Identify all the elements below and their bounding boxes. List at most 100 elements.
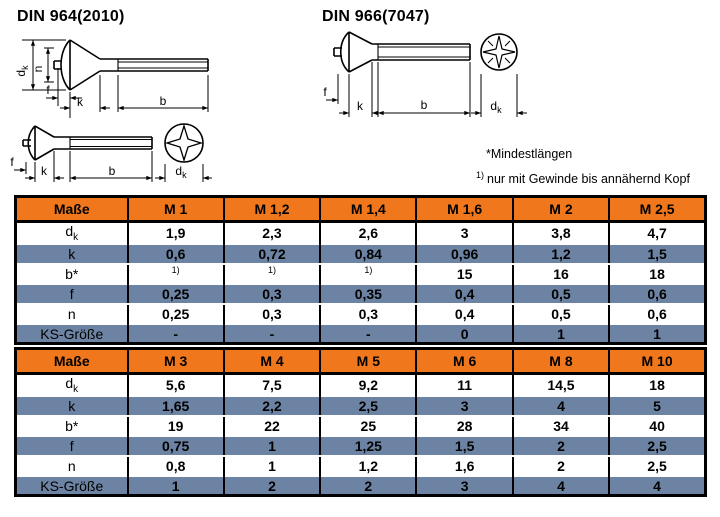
measure-column-header: Maße <box>15 348 128 375</box>
footnote-thread-to-head: 1) nur mit Gewinde bis annähernd Kopf <box>476 170 690 187</box>
value-cell: 3 <box>415 394 513 417</box>
footnote-marker: 1) <box>476 170 485 180</box>
size-column-header: M 6 <box>415 348 513 375</box>
value-cell: 19 <box>126 415 224 436</box>
k-label: k <box>357 99 364 113</box>
size-column-header: M 10 <box>608 348 706 375</box>
value-cell: 15 <box>415 263 513 284</box>
value-cell: - <box>319 322 417 345</box>
table-row: b* 19 22 25 28 34 40 <box>16 415 706 436</box>
value-cell: 1,2 <box>319 455 417 476</box>
table-row: n 0,8 1 1,2 1,6 2 2,5 <box>16 455 706 476</box>
value-cell: 18 <box>608 263 706 284</box>
value-cell: 1,5 <box>608 242 706 265</box>
table-row: f 0,75 1 1,25 1,5 2 2,5 <box>15 434 706 457</box>
table-row: f 0,25 0,3 0,35 0,4 0,5 0,6 <box>15 282 706 305</box>
value-cell: 0,25 <box>126 282 224 305</box>
value-cell: 1 <box>511 322 610 345</box>
value-cell: 3 <box>415 474 513 497</box>
dimension-lines <box>326 62 527 117</box>
screw-outline <box>333 31 518 73</box>
row-label: k <box>15 394 128 417</box>
screw-outline <box>22 123 204 163</box>
din-964-title: DIN 964(2010) <box>17 8 125 25</box>
size-column-header: M 1 <box>126 196 224 223</box>
dimension-lines <box>14 151 212 182</box>
value-cell: 1,9 <box>126 221 224 244</box>
footnote-min-lengths: *Mindestlängen <box>486 147 573 161</box>
value-cell: 1,25 <box>319 434 417 457</box>
value-cell: 0,75 <box>126 434 224 457</box>
value-cell: 1 <box>222 455 321 476</box>
value-cell: 14,5 <box>511 373 610 396</box>
row-label: n <box>67 457 76 474</box>
value-cell: 5,6 <box>126 373 224 396</box>
value-cell: 4 <box>511 474 610 497</box>
value-cell: 11 <box>415 373 513 396</box>
value-cell: 1 <box>126 474 224 497</box>
value-cell: 2 <box>511 434 610 457</box>
row-label: f <box>15 434 128 457</box>
row-label: dk <box>65 375 79 395</box>
value-cell: 25 <box>319 415 417 436</box>
row-label: k <box>15 242 128 265</box>
value-cell: 1) <box>319 263 417 284</box>
table-row: KS-Größe 1 2 2 3 4 4 <box>15 474 706 497</box>
b-label: b <box>421 98 428 112</box>
value-cell: 18 <box>608 373 706 396</box>
value-cell: 3,8 <box>511 221 610 244</box>
value-cell: - <box>126 322 224 345</box>
value-cell: 0,3 <box>222 303 321 324</box>
size-column-header: M 1,4 <box>319 196 417 223</box>
dimension-lines <box>22 39 209 118</box>
value-cell: 1,5 <box>415 434 513 457</box>
din-964-side-view-drawing: dk n f k b <box>14 39 209 118</box>
table-row: n 0,25 0,3 0,3 0,4 0,5 0,6 <box>16 303 706 324</box>
table-row: dk 1,9 2,3 2,6 3 3,8 4,7 <box>16 221 706 244</box>
value-cell: 0 <box>415 322 513 345</box>
row-label: n <box>67 305 76 322</box>
row-label: KS-Größe <box>15 322 128 345</box>
b-label: b <box>109 164 116 178</box>
value-cell: 1,2 <box>511 242 610 265</box>
table-row: k 1,65 2,2 2,5 3 4 5 <box>15 394 706 417</box>
row-label: KS-Größe <box>15 474 128 497</box>
value-cell: 1) <box>222 263 321 284</box>
value-cell: 2,5 <box>608 434 706 457</box>
value-cell: 4,7 <box>608 221 706 244</box>
value-cell: 3 <box>415 221 513 244</box>
value-cell: 0,5 <box>511 282 610 305</box>
n-label: n <box>31 66 45 73</box>
value-cell: 1 <box>608 322 706 345</box>
size-column-header: M 4 <box>222 348 321 375</box>
value-cell: 0,96 <box>415 242 513 265</box>
value-cell: 9,2 <box>319 373 417 396</box>
size-column-header: M 1,2 <box>222 196 321 223</box>
value-cell: 2 <box>222 474 321 497</box>
size-column-header: M 2 <box>511 196 610 223</box>
value-cell: 0,84 <box>319 242 417 265</box>
value-cell: 28 <box>415 415 513 436</box>
value-cell: 0,6 <box>126 242 224 265</box>
row-label: f <box>15 282 128 305</box>
phillips-recess-icon <box>164 123 204 163</box>
value-cell: 40 <box>608 415 706 436</box>
dk-label: dk <box>175 164 187 180</box>
value-cell: 2 <box>319 474 417 497</box>
value-cell: 4 <box>511 394 610 417</box>
value-cell: 0,4 <box>415 303 513 324</box>
size-column-header: M 3 <box>126 348 224 375</box>
value-cell: 0,35 <box>319 282 417 305</box>
value-cell: 2,6 <box>319 221 417 244</box>
f-label: f <box>46 83 50 97</box>
screw-outline <box>53 39 209 91</box>
value-cell: 4 <box>608 474 706 497</box>
size-column-header: M 5 <box>319 348 417 375</box>
size-column-header: M 1,6 <box>415 196 513 223</box>
row-label: dk <box>65 223 79 243</box>
